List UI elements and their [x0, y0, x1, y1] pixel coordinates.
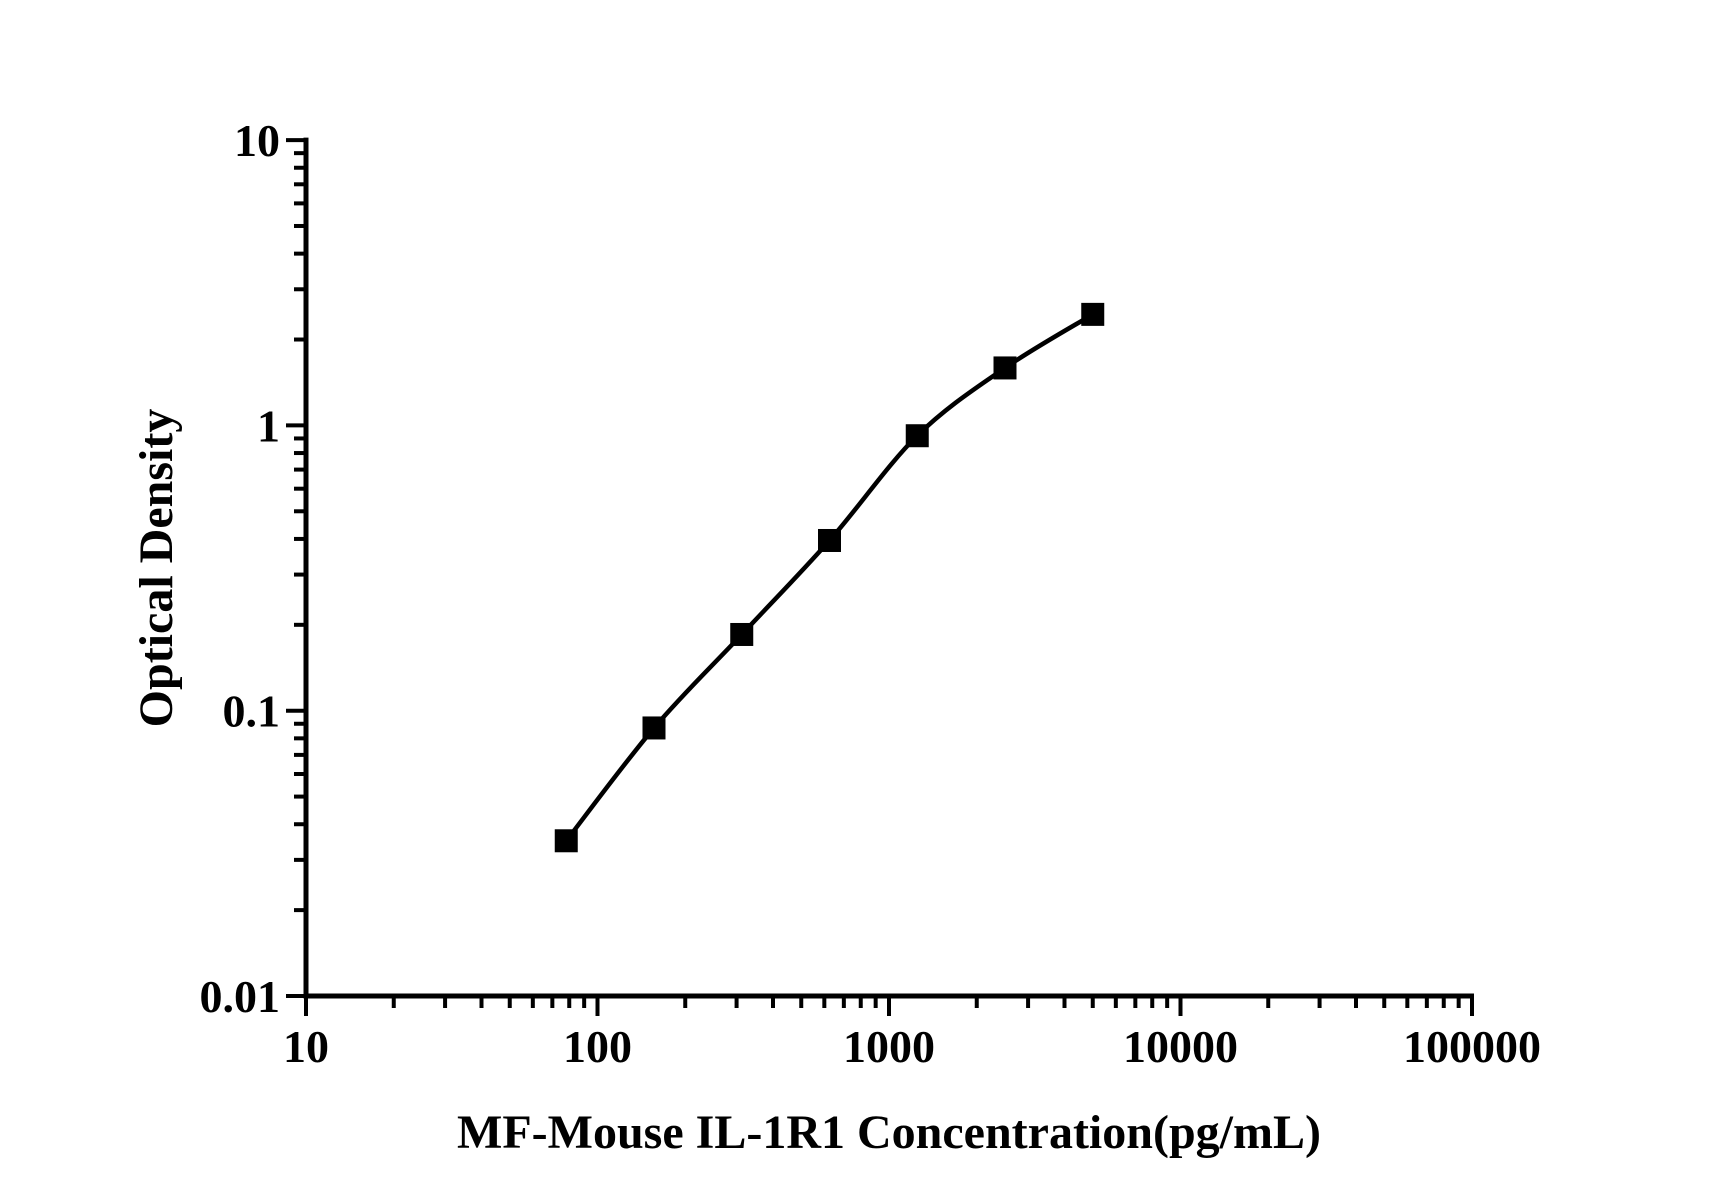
data-point-marker	[1081, 302, 1105, 326]
curve-line	[564, 312, 1094, 843]
axis-ticks	[286, 138, 1474, 1016]
data-point-marker	[817, 528, 841, 552]
data-point-marker	[730, 622, 754, 646]
data-point-marker	[554, 829, 578, 853]
y-axis-tick-label: 0.1	[223, 686, 281, 737]
x-axis-tick-label: 100	[563, 1021, 632, 1072]
axes	[303, 137, 1474, 999]
x-axis-tick-label: 100000	[1403, 1021, 1541, 1072]
data-point-marker	[905, 424, 929, 448]
y-axis-tick-label: 10	[234, 115, 280, 166]
y-axis-tick-label: 1	[257, 400, 280, 451]
axis-tick-labels: 10 100 1000 10000 100000 0.01 0.1 1 10	[200, 115, 1542, 1072]
data-point-marker	[642, 716, 666, 740]
data-series	[554, 302, 1105, 853]
x-axis-title: MF-Mouse IL-1R1 Concentration(pg/mL)	[457, 1106, 1321, 1159]
data-point-marker	[993, 356, 1017, 380]
y-axis-title: Optical Density	[130, 409, 183, 728]
x-axis-tick-label: 10000	[1123, 1021, 1238, 1072]
y-axis-tick-label: 0.01	[200, 971, 281, 1022]
x-axis-tick-label: 1000	[843, 1021, 935, 1072]
x-axis-tick-label: 10	[283, 1021, 329, 1072]
